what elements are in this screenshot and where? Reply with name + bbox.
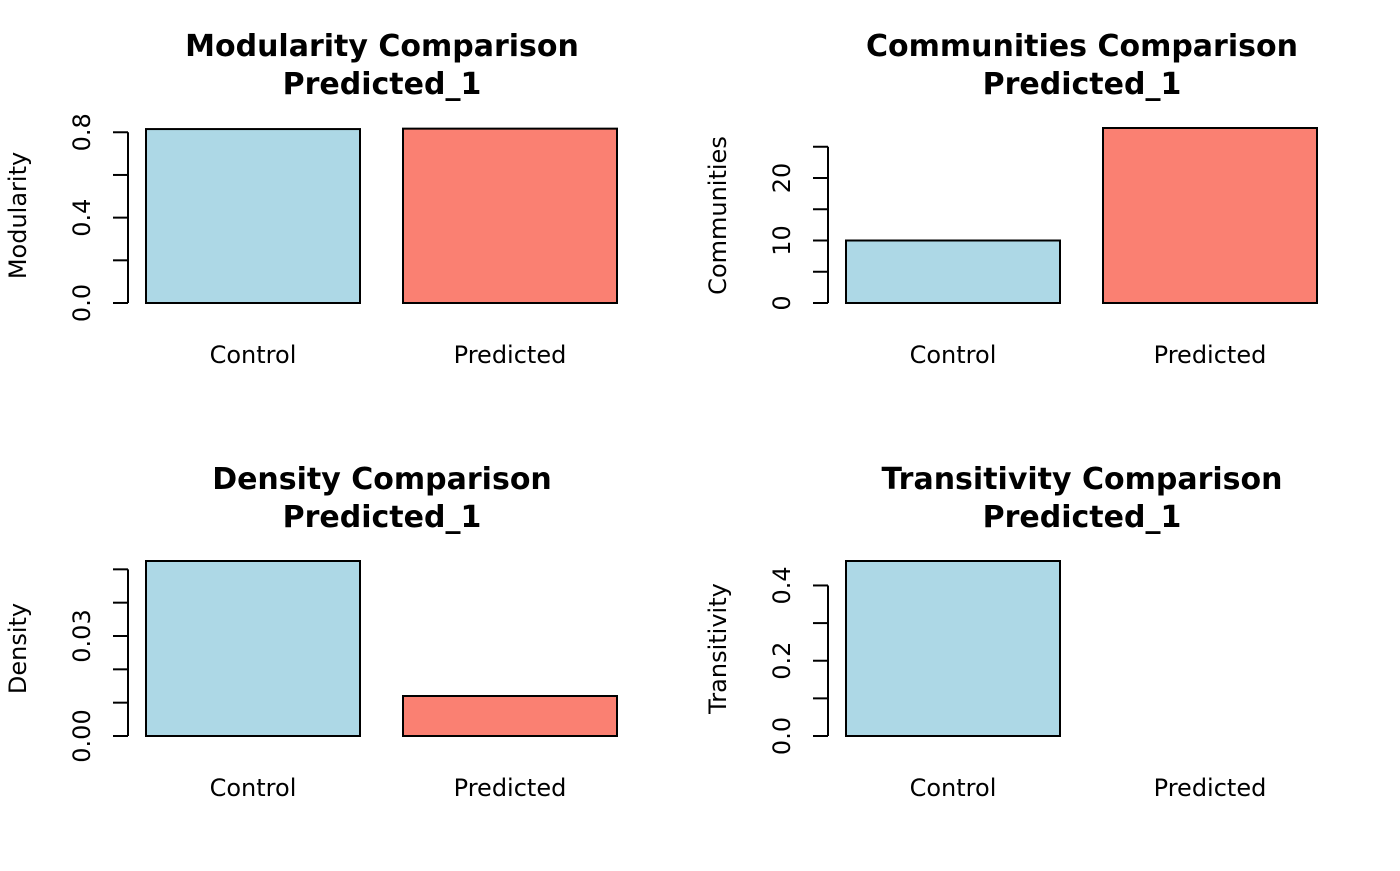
bar-control bbox=[845, 560, 1061, 737]
y-axis-label: Communities bbox=[704, 136, 732, 295]
bar-control bbox=[145, 128, 361, 304]
x-category-label: Predicted bbox=[454, 774, 567, 802]
chart-title: Modularity Comparison bbox=[185, 29, 579, 64]
x-category-label: Control bbox=[910, 341, 997, 369]
bar-predicted bbox=[402, 127, 618, 304]
x-category-label: Predicted bbox=[1154, 341, 1267, 369]
chart-subtitle: Predicted_1 bbox=[983, 500, 1182, 535]
y-tick-label: 0.00 bbox=[68, 709, 96, 762]
x-category-label: Control bbox=[210, 774, 297, 802]
chart-subtitle: Predicted_1 bbox=[283, 67, 482, 102]
bar-control bbox=[145, 560, 361, 737]
y-tick-label: 0.03 bbox=[68, 609, 96, 662]
x-category-label: Control bbox=[210, 341, 297, 369]
y-axis-label: Density bbox=[4, 603, 32, 694]
chart-title: Density Comparison bbox=[212, 462, 552, 497]
bar-predicted bbox=[1102, 127, 1318, 304]
chart-title: Communities Comparison bbox=[866, 29, 1298, 64]
y-tick-label: 20 bbox=[768, 163, 796, 194]
x-category-label: Predicted bbox=[1154, 774, 1267, 802]
y-tick-label: 0.4 bbox=[768, 566, 796, 604]
x-category-label: Control bbox=[910, 774, 997, 802]
y-axis-label: Transitivity bbox=[704, 583, 732, 715]
y-axis-label: Modularity bbox=[4, 152, 32, 279]
y-tick-label: 0.4 bbox=[68, 199, 96, 237]
bar-control bbox=[845, 239, 1061, 304]
y-tick-label: 0.2 bbox=[768, 642, 796, 680]
y-tick-label: 10 bbox=[768, 225, 796, 256]
x-category-label: Predicted bbox=[454, 341, 567, 369]
chart-subtitle: Predicted_1 bbox=[283, 500, 482, 535]
chart-subtitle: Predicted_1 bbox=[983, 67, 1182, 102]
y-tick-label: 0.0 bbox=[68, 284, 96, 322]
y-tick-label: 0.8 bbox=[68, 113, 96, 151]
y-tick-label: 0 bbox=[768, 295, 796, 310]
bar-predicted bbox=[402, 695, 618, 737]
chart-title: Transitivity Comparison bbox=[881, 462, 1282, 497]
y-tick-label: 0.0 bbox=[768, 717, 796, 755]
